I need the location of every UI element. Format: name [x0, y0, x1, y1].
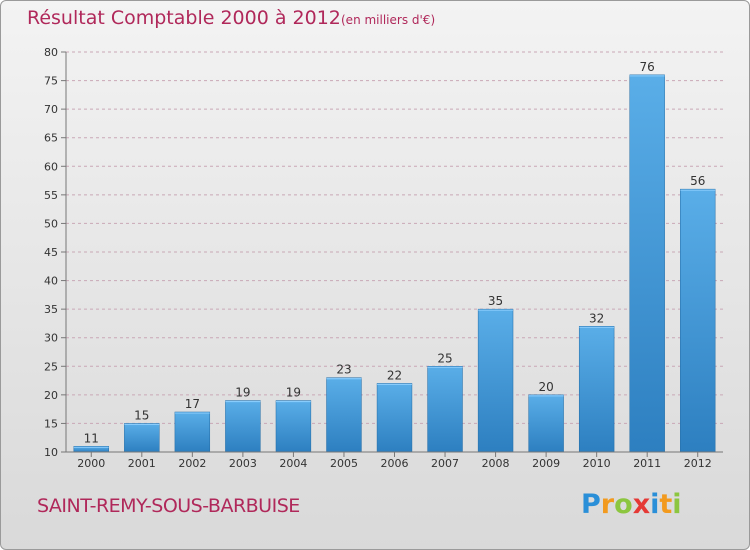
data-label: 19 [286, 386, 301, 400]
logo-letter: i [650, 489, 660, 520]
data-label: 20 [538, 380, 553, 394]
bar-2004 [275, 400, 312, 453]
y-tick-label: 55 [44, 189, 58, 202]
logo-letter: o [614, 489, 633, 520]
logo-letter: t [659, 489, 673, 520]
bar-2003 [225, 400, 261, 453]
data-label: 32 [589, 311, 604, 325]
bar-2008 [477, 308, 514, 453]
x-tick-label: 2010 [583, 457, 611, 470]
logo-letter: r [600, 489, 615, 520]
bars [73, 74, 716, 453]
y-tick-label: 40 [44, 275, 58, 288]
y-tick-label: 50 [44, 217, 58, 230]
y-tick-label: 25 [44, 360, 58, 373]
y-tick-label: 60 [44, 160, 58, 173]
x-tick-label: 2003 [229, 457, 257, 470]
proxiti-logo[interactable]: Proxiti [581, 489, 682, 520]
chart-title: Résultat Comptable 2000 à 2012 [27, 7, 341, 29]
labels: 10 15 20 25 30 35 40 45 50 55 60 65 70 75 80 2000 11 2001… [44, 46, 712, 470]
data-label: 15 [134, 408, 149, 422]
data-label: 56 [690, 174, 705, 188]
x-tick-label: 2005 [330, 457, 358, 470]
y-tick-label: 30 [44, 332, 58, 345]
x-tick-label: 2008 [482, 457, 510, 470]
bar-2007 [427, 366, 463, 453]
data-label: 25 [437, 351, 452, 365]
y-tick-label: 10 [44, 446, 58, 459]
logo-letter: i [672, 489, 682, 520]
x-tick-label: 2004 [279, 457, 307, 470]
bar-2009 [528, 394, 564, 453]
data-label: 17 [185, 397, 200, 411]
logo-letter: x [632, 489, 651, 520]
bar-2002 [174, 411, 211, 453]
x-tick-label: 2002 [178, 457, 206, 470]
data-label: 35 [488, 294, 503, 308]
x-tick-label: 2001 [128, 457, 156, 470]
y-tick-label: 80 [44, 46, 58, 59]
x-tick-label: 2011 [633, 457, 661, 470]
bar-2001 [124, 423, 160, 453]
x-tick-label: 2006 [381, 457, 409, 470]
bar-2010 [578, 326, 615, 453]
y-tick-label: 70 [44, 103, 58, 116]
data-label: 76 [640, 60, 655, 74]
bar-2005 [326, 377, 362, 453]
bar-2006 [376, 383, 413, 453]
y-tick-label: 75 [44, 75, 58, 88]
y-tick-label: 15 [44, 417, 58, 430]
y-tick-label: 20 [44, 389, 58, 402]
y-tick-label: 45 [44, 246, 58, 259]
x-tick-label: 2012 [684, 457, 712, 470]
chart-subtitle: (en milliers d'€) [341, 13, 436, 27]
data-label: 22 [387, 368, 402, 382]
bar-2011 [629, 74, 665, 453]
data-label: 19 [235, 386, 250, 400]
x-tick-label: 2009 [532, 457, 560, 470]
x-tick-label: 2007 [431, 457, 459, 470]
bar-2012 [680, 188, 716, 453]
commune-name: SAINT-REMY-SOUS-BARBUISE [37, 495, 300, 517]
x-tick-label: 2000 [77, 457, 105, 470]
data-label: 11 [84, 431, 99, 445]
y-tick-label: 65 [44, 132, 58, 145]
data-label: 23 [336, 363, 351, 377]
axes [61, 51, 723, 457]
y-tick-label: 35 [44, 303, 58, 316]
logo-letter: P [581, 489, 601, 520]
